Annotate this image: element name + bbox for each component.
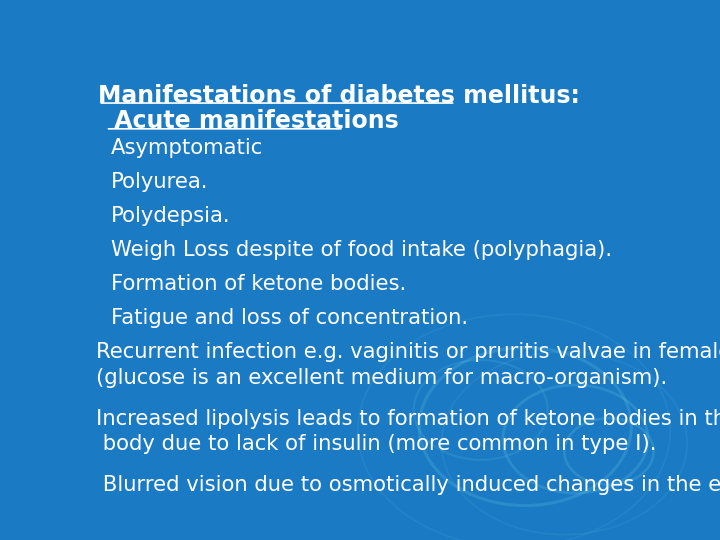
Text: Acute manifestations: Acute manifestations — [106, 109, 398, 133]
Text: Formation of ketone bodies.: Formation of ketone bodies. — [111, 274, 406, 294]
Text: Manifestations of diabetes mellitus:: Manifestations of diabetes mellitus: — [99, 84, 580, 107]
Text: Polydepsia.: Polydepsia. — [111, 206, 230, 226]
Text: Fatigue and loss of concentration.: Fatigue and loss of concentration. — [111, 308, 468, 328]
Text: Weigh Loss despite of food intake (polyphagia).: Weigh Loss despite of food intake (polyp… — [111, 240, 612, 260]
Text: Blurred vision due to osmotically induced changes in the eye lens.: Blurred vision due to osmotically induce… — [96, 475, 720, 495]
Text: Asymptomatic: Asymptomatic — [111, 138, 264, 158]
Text: Recurrent infection e.g. vaginitis or pruritis valvae in female
(glucose is an e: Recurrent infection e.g. vaginitis or pr… — [96, 342, 720, 388]
Text: Increased lipolysis leads to formation of ketone bodies in the
 body due to lack: Increased lipolysis leads to formation o… — [96, 409, 720, 454]
Text: Polyurea.: Polyurea. — [111, 172, 209, 192]
